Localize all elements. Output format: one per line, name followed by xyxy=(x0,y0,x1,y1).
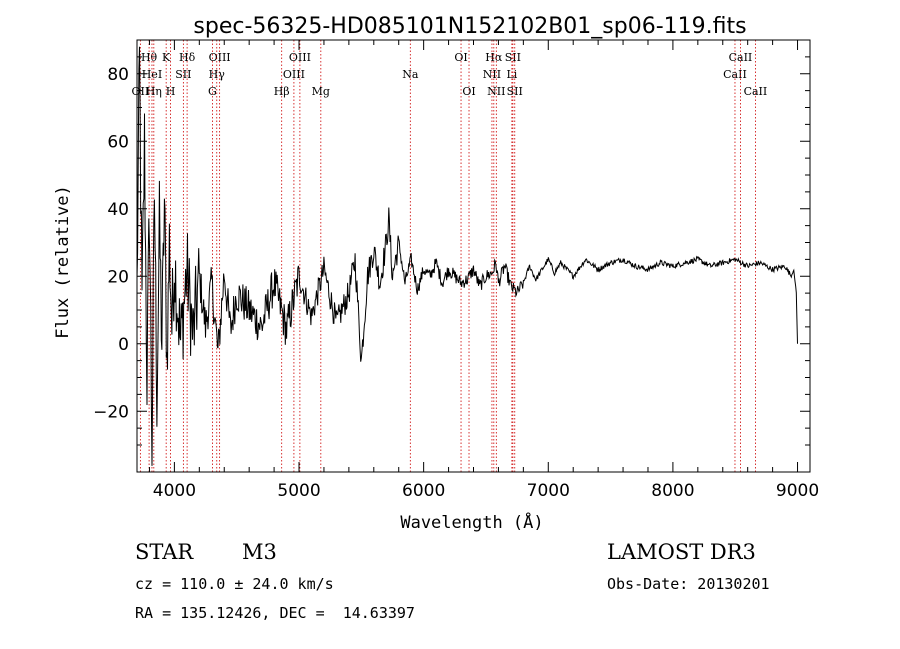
spectral-line-label: SII xyxy=(175,68,191,81)
spectral-line-label: Hθ xyxy=(141,51,158,64)
spectral-line-label: Hη xyxy=(146,85,162,98)
y-tick-label: 80 xyxy=(107,65,129,85)
x-tick-label: 9000 xyxy=(776,481,819,501)
spectral-line-label: OI xyxy=(462,85,475,98)
obs-date-text: Obs-Date: 20130201 xyxy=(607,575,770,593)
survey-name: LAMOST DR3 xyxy=(607,540,756,564)
spectral-line-label: Hα xyxy=(485,51,503,64)
spectral-line-label: H xyxy=(166,85,176,98)
x-tick-label: 5000 xyxy=(277,481,320,501)
x-tick-label: 4000 xyxy=(153,481,196,501)
spectral-line-label: SII xyxy=(505,51,521,64)
x-tick-label: 8000 xyxy=(651,481,694,501)
spectral-line-label: SII xyxy=(507,85,523,98)
spectral-line-label: CaII xyxy=(729,51,753,64)
plot-frame xyxy=(136,39,811,473)
spectral-line-label: Hγ xyxy=(209,68,226,81)
spectral-line-label: Li xyxy=(506,68,517,81)
coordinates-text: RA = 135.12426, DEC = 14.63397 xyxy=(135,604,415,622)
spectral-line-label: OI xyxy=(454,51,467,64)
object-class: STAR xyxy=(135,540,194,564)
y-tick-label: 0 xyxy=(118,335,129,355)
spectral-line-label: HeI xyxy=(142,68,162,81)
spectral-line-label: Hβ xyxy=(274,85,290,98)
spectral-line-label: Na xyxy=(402,68,419,81)
x-axis-label: Wavelength (Å) xyxy=(400,511,543,533)
spectral-line-label: NII xyxy=(487,85,505,98)
y-tick-label: 40 xyxy=(107,200,129,220)
spectral-line-label: Hδ xyxy=(179,51,196,64)
y-tick-label: 20 xyxy=(107,267,129,287)
x-tick-label: 7000 xyxy=(527,481,570,501)
spectral-line-label: Mg xyxy=(312,85,330,98)
spectral-line-label: K xyxy=(162,51,171,64)
y-axis-label: Flux (relative) xyxy=(53,185,73,339)
spectral-line-label: CaII xyxy=(723,68,747,81)
spectral-line-label: G xyxy=(208,85,217,98)
object-subclass: M3 xyxy=(242,540,277,564)
y-tick-label: 60 xyxy=(107,132,129,152)
chart-title: spec-56325-HD085101N152102B01_sp06-119.f… xyxy=(193,14,746,39)
spectral-line-label: OIII xyxy=(209,51,231,64)
spectral-line-label: OIII xyxy=(289,51,311,64)
x-tick-label: 6000 xyxy=(402,481,445,501)
spectral-line-label: CaII xyxy=(744,85,768,98)
spectrum-series-line xyxy=(136,46,798,466)
y-tick-label: −20 xyxy=(93,402,129,422)
axis-ticks-layer: 4000 5000 6000 7000 8000 9000 −20 0 20 40 60 80 xyxy=(93,39,819,501)
spectral-line-label: OIII xyxy=(283,68,305,81)
spectral-line-label: NII xyxy=(483,68,501,81)
redshift-text: cz = 110.0 ± 24.0 km/s xyxy=(135,575,334,593)
